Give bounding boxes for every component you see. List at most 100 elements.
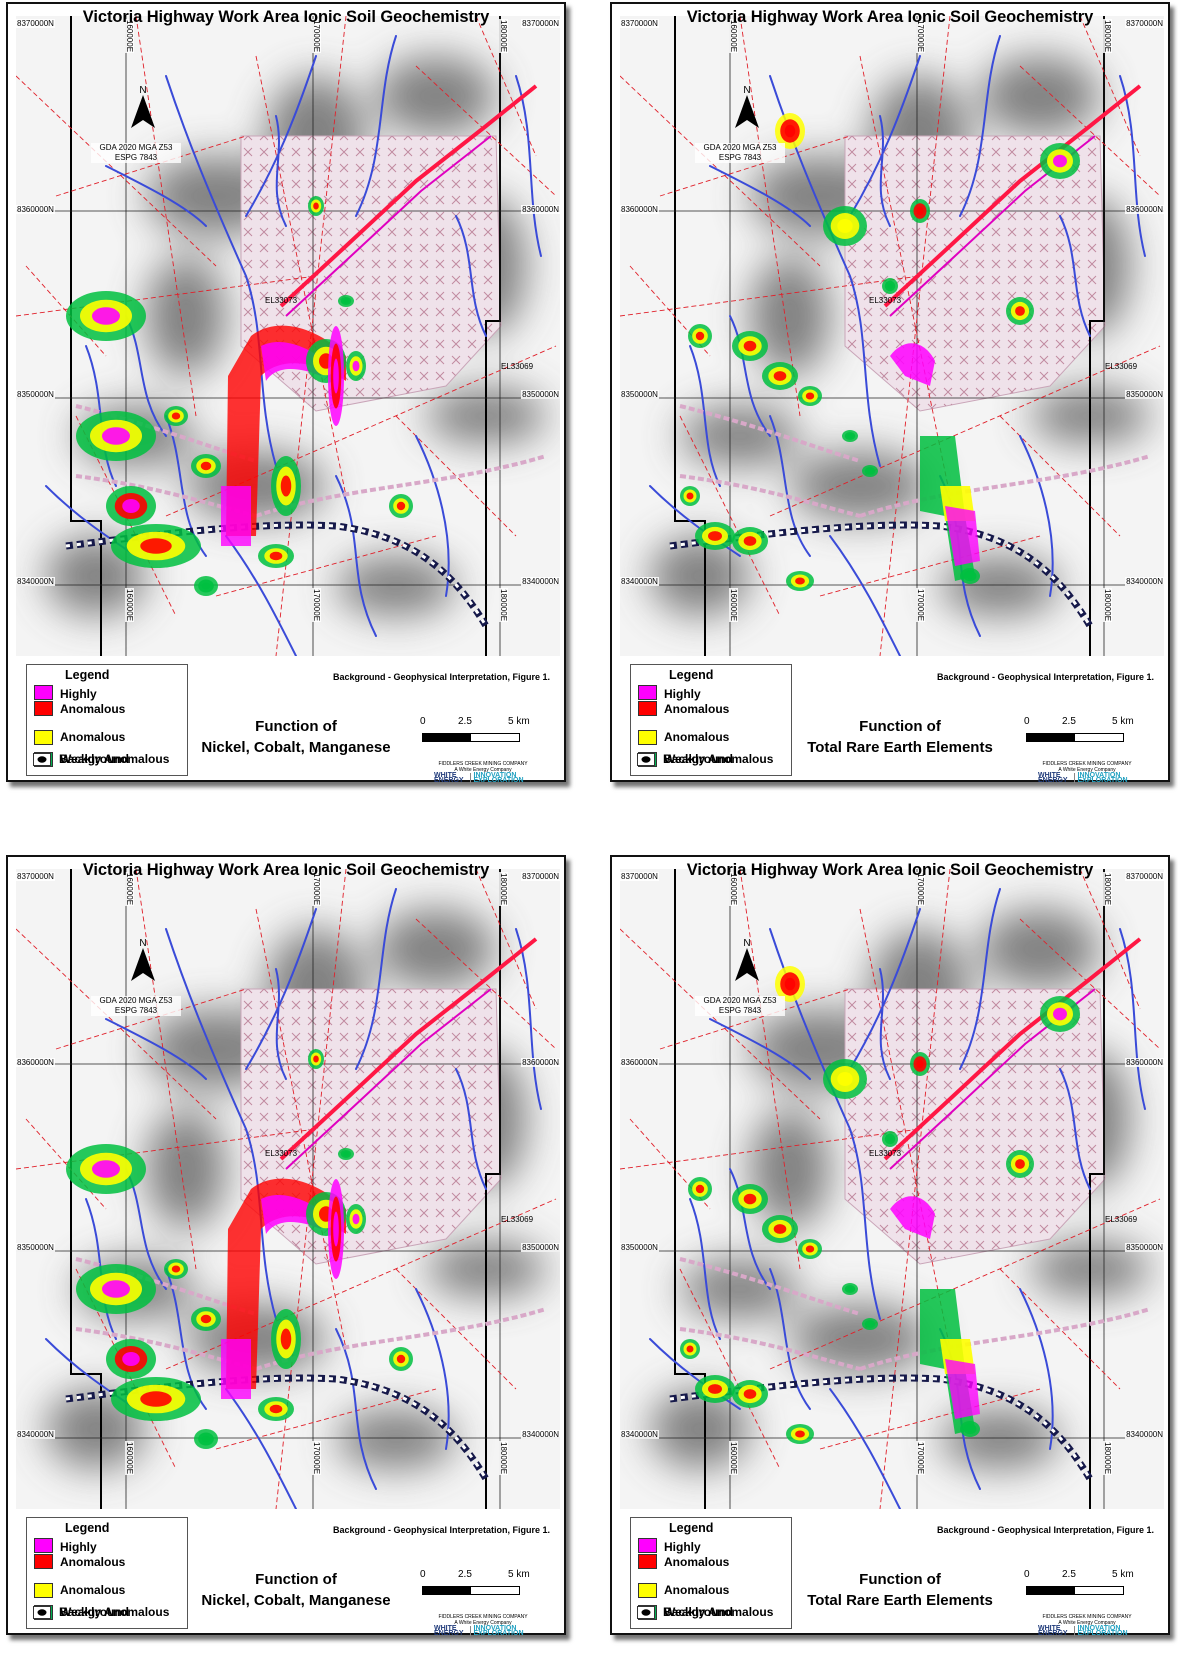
anomaly-8-highly [1053,1007,1067,1021]
northing-label: 8370000N [620,872,659,881]
legend-swatch-anomalous-yellow [638,730,657,745]
north-arrow-icon: N [131,85,155,128]
function-line1: Function of [859,718,941,735]
crs-line2: ESPG 7843 [114,153,158,162]
map-frame[interactable]: GDA 2020 MGA Z53 ESPG 7843 N 8370000N 83… [16,16,560,656]
highway-dots [65,523,488,627]
anomaly-4-highly [200,461,212,471]
anomaly-8-highly [352,360,360,372]
tenement-label: EL33073 [869,1149,902,1158]
northing-label-right: 8370000N [521,872,560,881]
background-swatch-icon [33,1606,51,1619]
legend-label-anomalous-high: Anomalous [60,702,126,716]
company-line1: FIDDLERS CREEK MINING COMPANY [438,761,528,767]
function-line2: Total Rare Earth Elements [807,739,993,756]
anomaly-16-highly [966,1426,974,1432]
scale-bar: 0 2.5 5 km [1024,716,1149,752]
logo-energy: ENERGY [1038,1630,1068,1637]
scale-bar: 0 2.5 5 km [1024,1569,1149,1605]
anomaly-ridge-highly [890,343,935,386]
legend-label-anomalous-high: Anomalous [664,1555,730,1569]
anomaly-0-highly [92,307,120,325]
company-line2: A White Energy Company [454,767,512,773]
legend-title: Legend [65,668,110,682]
crs-label: GDA 2020 MGA Z53 ESPG 7843 [695,996,785,1016]
anomaly-3-highly [773,1224,787,1234]
crs-label: GDA 2020 MGA Z53 ESPG 7843 [91,143,181,163]
anomaly-6-highly [269,1404,283,1414]
anomaly-12-highly [795,577,805,585]
map-frame[interactable]: GDA 2020 MGA Z53 ESPG 7843 N 8370000N 83… [16,869,560,1509]
northing-label-right: 8340000N [521,1430,560,1439]
legend-swatch-anomalous-yellow [34,1583,53,1598]
easting-label-bottom: 170000E [312,1441,321,1476]
northing-label-right: 8350000N [1125,390,1164,399]
anomaly-8-highly [1053,154,1067,168]
legend-title: Legend [669,1521,714,1535]
legend-box: Legend Highly Anomalous Anomalous Weakly… [26,1517,188,1629]
anomaly-11-highly [343,1151,349,1157]
northing-label-right: 8340000N [521,577,560,586]
anomaly-9-highly [686,492,694,500]
scale-tick-5: 5 km [1112,716,1134,727]
anomaly-12-highly [171,1265,181,1273]
logo-energy: ENERGY [434,1630,464,1637]
logo-energy: ENERGY [434,777,464,784]
legend-label-highly: Highly [60,1540,97,1554]
legend-swatch-anomalous-red [638,701,657,716]
anomaly-13-highly [201,1435,211,1443]
anomaly-2-highly [743,1193,757,1205]
anomaly-5-highly [837,1072,853,1086]
company-block: FIDDLERS CREEK MINING COMPANY A White En… [408,761,558,773]
northing-label: 8340000N [16,577,55,586]
northing-label: 8360000N [620,1058,659,1067]
anomaly-12-highly [171,412,181,420]
anomaly-2-highly [122,499,140,513]
logo-exploration: EXPLORATION [473,777,524,784]
highway-dots [669,1376,1092,1480]
anomaly-1-highly [695,331,705,341]
function-caption: Function of Nickel, Cobalt, Manganese [196,716,396,758]
anomaly-10-highly [313,202,319,210]
easting-label-bottom: 160000E [125,588,134,623]
legend-label-weak: Weakly Anomalous [664,752,774,766]
legend-box: Legend Highly Anomalous Anomalous Weakly… [630,1517,792,1629]
legend-swatch-anomalous-red [638,1554,657,1569]
logo-innovation: INNOVATION [1077,1625,1121,1632]
tenement-label: EL33073 [265,296,298,305]
easting-label-bottom: 180000E [1103,1441,1112,1476]
legend-label-anomalous: Anomalous [60,1583,126,1597]
main-fault [279,84,538,308]
northing-label: 8350000N [620,390,659,399]
crs-line1: GDA 2020 MGA Z53 [703,143,777,152]
anomaly-2-highly [743,340,757,352]
legend-swatch-anomalous-red [34,701,53,716]
legend-label-background: Background [59,752,130,766]
company-line1: FIDDLERS CREEK MINING COMPANY [1042,761,1132,767]
scale-tick-2-5: 2.5 [1062,1569,1076,1580]
background-note: Background - Geophysical Interpretation,… [936,672,1154,682]
logo-exploration: EXPLORATION [1077,777,1128,784]
map-title: Victoria Highway Work Area Ionic Soil Ge… [82,861,490,879]
main-fault-secondary [285,988,492,1170]
northing-label: 8340000N [620,577,659,586]
function-line1: Function of [859,1571,941,1588]
anomaly-0-highly [784,977,796,991]
crs-line1: GDA 2020 MGA Z53 [99,996,173,1005]
anomaly-5-highly [280,1328,292,1350]
map-frame[interactable]: GDA 2020 MGA Z53 ESPG 7843 N 8370000N 83… [620,869,1164,1509]
anomaly-block [221,486,251,546]
north-arrow-icon: N [131,938,155,981]
background-note: Background - Geophysical Interpretation,… [936,1525,1154,1535]
structure-lines [620,16,1161,656]
track [679,1257,1151,1371]
highway-dots [669,523,1092,627]
legend-label-background: Background [663,1605,734,1619]
legend-label-weak: Weakly Anomalous [60,1605,170,1619]
map-title: Victoria Highway Work Area Ionic Soil Ge… [686,861,1094,879]
anomaly-1-highly [102,1280,130,1298]
anomaly-7-highly [1015,306,1025,316]
map-frame[interactable]: GDA 2020 MGA Z53 ESPG 7843 N 8370000N 83… [620,16,1164,656]
anomaly-0-highly [784,124,796,138]
north-label: N [139,85,146,96]
